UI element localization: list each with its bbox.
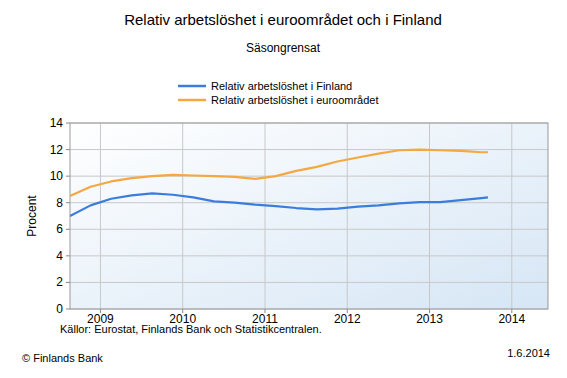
y-tick-label: 14 (50, 116, 64, 130)
x-grid-line (100, 123, 101, 309)
y-tick (66, 229, 70, 230)
legend-swatch (178, 85, 206, 88)
series-line (70, 193, 488, 216)
x-tick-label: 2012 (334, 312, 361, 326)
y-grid-line (70, 229, 548, 230)
y-tick (66, 123, 70, 124)
y-axis-label: Procent (25, 195, 39, 237)
x-grid-line (511, 123, 512, 309)
y-tick (66, 202, 70, 203)
subtitle: Säsongrensat (246, 41, 321, 55)
y-tick (66, 282, 70, 283)
y-tick (66, 255, 70, 256)
y-tick (66, 309, 70, 310)
legend-swatch (178, 99, 206, 102)
y-grid-line (70, 202, 548, 203)
plot-area (70, 123, 548, 309)
legend: Relativ arbetslöshet i Finland Relativ ar… (178, 80, 379, 106)
legend-label: Relativ arbetslöshet i euroområdet (211, 94, 379, 106)
grid (66, 123, 548, 313)
y-tick-label: 12 (50, 143, 64, 157)
title: Relativ arbetslöshet i euroområdet och i… (124, 11, 442, 28)
plot-frame (70, 123, 548, 309)
x-grid-line (264, 123, 265, 309)
legend-label: Relativ arbetslöshet i Finland (211, 80, 352, 92)
y-grid-line (70, 282, 548, 283)
y-tick-label: 2 (56, 275, 63, 289)
y-grid-line (70, 255, 548, 256)
x-grid-line (182, 123, 183, 309)
copyright: © Finlands Bank (22, 352, 103, 364)
y-tick-label: 0 (56, 302, 63, 316)
series-line (70, 150, 488, 197)
date: 1.6.2014 (507, 347, 550, 359)
x-tick-label: 2013 (416, 312, 443, 326)
y-tick-label: 6 (56, 222, 63, 236)
chart: Relativ arbetslöshet i euroområdet och i… (0, 0, 567, 378)
y-tick-label: 4 (56, 249, 63, 263)
x-tick-label: 2014 (498, 312, 525, 326)
y-tick-label: 10 (50, 169, 64, 183)
y-tick (66, 176, 70, 177)
source: Källor: Eurostat, Finlands Bank och Stat… (60, 323, 322, 335)
series-group (70, 150, 488, 216)
x-grid-line (347, 123, 348, 309)
y-tick-label: 8 (56, 196, 63, 210)
y-grid-line (70, 149, 548, 150)
y-tick (66, 149, 70, 150)
